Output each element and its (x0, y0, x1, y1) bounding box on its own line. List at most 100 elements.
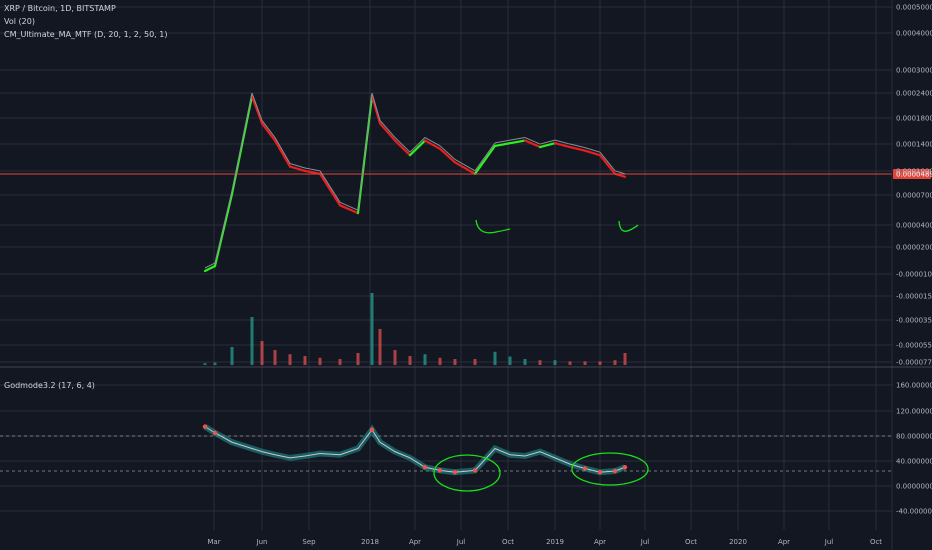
ma-segment-down (318, 172, 342, 207)
volume-bar (623, 353, 627, 365)
oscillator-signal-dot (212, 430, 218, 436)
current-price-badge (893, 168, 931, 179)
ma-segment-up (230, 94, 254, 196)
time-tick-label: 2019 (546, 538, 564, 546)
price-segment (231, 92, 253, 192)
ma-segment-down (423, 139, 442, 150)
price-segment (454, 159, 476, 172)
ma-segment-down (598, 154, 617, 175)
oscillator-signal-dot (452, 470, 458, 475)
price-segment (339, 201, 359, 211)
time-tick-label: 2020 (729, 538, 747, 546)
price-segment (304, 167, 321, 172)
time-tick-label: Oct (685, 538, 697, 546)
volume-bar (213, 362, 217, 365)
ma-legend[interactable]: CM_Ultimate_MA_MTF (D, 20, 1, 2, 50, 1) (4, 30, 168, 39)
oscillator-signal-dot (437, 468, 443, 473)
price-segment (569, 143, 586, 149)
time-tick-label: Oct (502, 538, 514, 546)
price-segment (614, 170, 626, 175)
volume-bar (473, 359, 477, 365)
time-tick-label: Apr (594, 538, 606, 546)
price-segment (509, 137, 526, 141)
ma-segment-down (393, 139, 412, 157)
oscillator-signal-dot (202, 424, 208, 429)
volume-bar (423, 354, 427, 365)
osc-tick-label: 120.00000000 (896, 408, 932, 416)
volume-bar (613, 360, 617, 365)
price-segment (599, 151, 616, 172)
oscillator-signal-dot (369, 427, 375, 432)
volume-bar (538, 360, 542, 365)
volume-bar (523, 359, 527, 365)
ma-segment-up (203, 264, 217, 273)
oscillator-legend[interactable]: Godmode3.2 (17, 6, 4) (4, 381, 95, 390)
ma-segment-down (453, 161, 477, 175)
annotation-curve-2019 (618, 220, 639, 232)
ma-segment-up (473, 144, 497, 175)
volume-bar (203, 363, 207, 365)
ma-segment-down (523, 139, 542, 149)
ma-segment-up (408, 139, 427, 157)
price-tick-label: 0.00002000 (896, 244, 932, 252)
volume-bar (583, 361, 587, 365)
price-line: 0.00004893 (0, 92, 932, 269)
volume-bar (408, 356, 412, 365)
time-tick-label: Oct (870, 538, 882, 546)
oscillator-signal-dot (622, 465, 628, 470)
time-tick-label: Jul (456, 538, 466, 546)
price-segment (214, 190, 233, 264)
ma-segment-down (370, 94, 382, 125)
osc-tick-label: 0.00000000 (896, 483, 932, 491)
symbol-legend[interactable]: XRP / Bitcoin, 1D, BITSTAMP (4, 4, 116, 13)
ma-segment-down (378, 122, 397, 142)
price-segment (261, 120, 276, 138)
price-segment (524, 137, 541, 145)
time-tick-label: 2018 (361, 538, 379, 546)
price-segment (394, 137, 411, 153)
price-segment (409, 137, 426, 153)
price-segment (251, 92, 263, 121)
price-segment (439, 145, 456, 160)
ma-segment-down (438, 147, 457, 164)
oscillator-signal-dot (612, 468, 618, 474)
ma-segment-down (288, 165, 307, 173)
oscillator-pane (0, 424, 892, 476)
volume-bars (203, 293, 627, 365)
volume-bar (438, 357, 442, 365)
price-segment (494, 139, 511, 144)
price-tick-label: -0.00001500 (896, 293, 932, 301)
osc-tick-label: -40.00000000 (896, 508, 932, 516)
price-segment (357, 92, 373, 211)
price-segment (554, 139, 571, 145)
ma-segment-up (213, 192, 234, 268)
time-tick-label: Jul (824, 538, 834, 546)
ma-segment-down (568, 145, 587, 152)
osc-tick-label: 40.00000000 (896, 458, 932, 466)
annotation-curve-2018 (475, 219, 511, 234)
volume-legend[interactable]: Vol (20) (4, 17, 35, 26)
oscillator-signal-dot (422, 465, 428, 470)
annotation-ellipse-2019 (571, 452, 649, 486)
ma-segment-up (493, 142, 512, 148)
annotation-ellipse-2018 (433, 454, 501, 492)
price-segment (424, 137, 441, 147)
volume-bar (553, 360, 557, 365)
time-tick-label: Mar (207, 538, 220, 546)
time-tick-label: Jun (256, 538, 268, 546)
price-tick-label: -0.00005500 (896, 342, 932, 350)
volume-bar (453, 359, 457, 365)
ma-segment-down (303, 169, 322, 175)
price-tick-label: -0.00007700 (896, 359, 932, 367)
volume-bar (288, 354, 292, 365)
